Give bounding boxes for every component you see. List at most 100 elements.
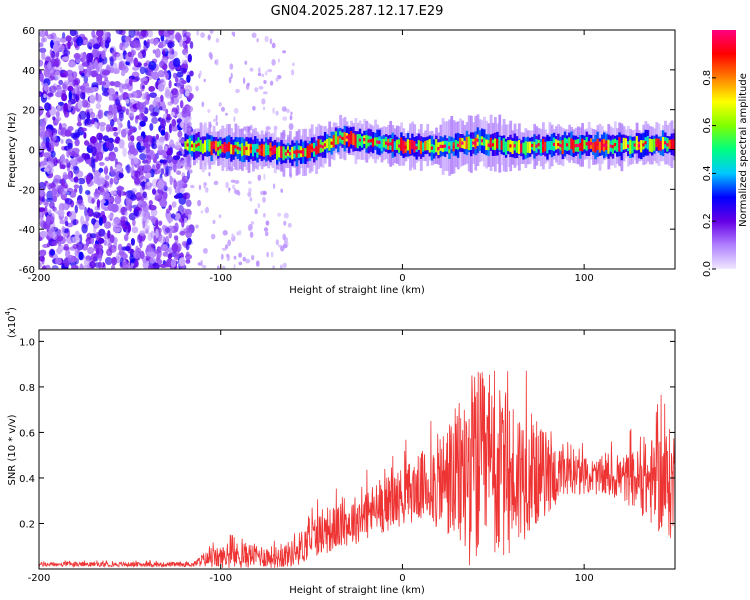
- spectrogram-noise-cell: [174, 222, 179, 233]
- spectrogram-band-peak: [531, 143, 534, 148]
- spectrogram-noise-cell: [146, 30, 154, 38]
- spectrogram-band-peak: [596, 142, 600, 146]
- spectrogram-noise-cell: [130, 238, 135, 246]
- spectrogram-faint-cell: [263, 173, 266, 180]
- spectrogram-noise-cell: [52, 36, 61, 45]
- spectrogram-band-peak: [210, 146, 214, 150]
- x-tick-label: -100: [209, 573, 232, 584]
- spectrogram-noise-cell: [109, 234, 115, 244]
- spectrogram-noise-cell: [165, 208, 170, 214]
- spectrogram-band-peak: [195, 144, 199, 148]
- spectrogram-noise-cell: [52, 43, 59, 53]
- spectrogram-band-peak: [319, 144, 323, 148]
- spectrogram-noise-cell: [171, 201, 177, 208]
- spectrogram-noise-cell: [67, 126, 74, 132]
- spectrogram-noise-cell: [129, 144, 136, 155]
- spectrogram-band-core: [507, 140, 510, 152]
- spectrogram-noise-cell: [186, 251, 190, 257]
- spectrogram-band-peak: [313, 148, 316, 152]
- spectrogram-band-peak: [385, 141, 388, 145]
- spectrogram-noise-cell: [60, 139, 64, 144]
- spectrogram-noise-cell: [60, 73, 66, 78]
- spectrogram-band-core: [402, 140, 406, 154]
- spectrogram-band-peak: [391, 143, 395, 147]
- spectrogram-band-core: [657, 138, 661, 151]
- y-tick-label: -40: [19, 225, 35, 236]
- spectrogram-noise-cell: [160, 168, 165, 175]
- spectrogram-band-core: [317, 139, 321, 154]
- spectrogram-band-peak: [321, 145, 325, 149]
- spectrogram-noise-cell: [57, 104, 61, 110]
- spectrogram-faint-cell: [249, 197, 253, 202]
- spectrogram-noise-cell: [45, 141, 50, 149]
- spectrogram-band-peak: [655, 141, 659, 145]
- spectrogram-noise-cell: [118, 82, 124, 93]
- spectrogram-noise-cell: [64, 220, 69, 227]
- spectrogram-band-peak: [197, 142, 201, 146]
- spectrogram-band-core: [214, 140, 218, 152]
- spectrogram-band-core: [228, 141, 231, 152]
- spectrogram-noise-cell: [109, 81, 116, 87]
- spectrogram-band-peak: [472, 141, 475, 145]
- spectrogram-band-peak: [666, 143, 670, 147]
- spectrogram-noise-cell: [141, 77, 148, 82]
- spectrogram-noise-cell: [174, 212, 181, 221]
- spectrogram-band-core: [409, 140, 412, 154]
- spectrogram-noise-cell: [173, 194, 180, 199]
- spectrogram-band-core: [528, 141, 532, 154]
- spectrogram-band-peak: [461, 141, 465, 145]
- spectrogram-band-core: [282, 146, 286, 161]
- spectrogram-ylabel: Frequency (Hz): [7, 112, 18, 188]
- spectrogram-faint-cell: [257, 174, 262, 181]
- spectrogram-noise-cell: [39, 187, 45, 197]
- spectrogram-noise-cell: [107, 230, 111, 239]
- spectrogram-noise-cell: [171, 143, 176, 149]
- spectrogram-noise-cell: [40, 161, 48, 166]
- spectrogram-band-peak: [297, 150, 301, 154]
- spectrogram-noise-cell: [99, 81, 107, 86]
- snr-frame: [38, 329, 676, 570]
- spectrogram-band-peak: [289, 152, 292, 156]
- spectrogram-noise-cell: [77, 99, 83, 110]
- spectrogram-noise-cell: [39, 128, 46, 138]
- spectrogram-faint-cell: [208, 172, 211, 177]
- spectrogram-faint-cell: [261, 73, 265, 78]
- spectrogram-noise-cell: [151, 142, 155, 149]
- spectrogram-band-peak: [496, 142, 499, 146]
- spectrogram-noise-cell: [91, 146, 97, 157]
- spectrogram-noise-cell: [73, 176, 79, 183]
- spectrogram-faint-cell: [283, 220, 287, 226]
- spectrogram-noise-cell: [83, 258, 91, 266]
- spectrogram-band-peak: [260, 148, 264, 152]
- spectrogram-faint-cell: [254, 208, 258, 215]
- spectrogram-faint-cell: [221, 247, 227, 251]
- snr-series-line: [39, 370, 675, 568]
- spectrogram-faint-cell: [233, 255, 237, 260]
- spectrogram-noise-cell: [152, 188, 156, 195]
- spectrogram-noise-cell: [118, 95, 123, 101]
- spectrogram-noise-cell: [46, 147, 51, 152]
- spectrogram-band-core: [435, 139, 438, 153]
- spectrogram-noise-cell: [179, 86, 186, 95]
- spectrogram-noise-cell: [94, 193, 99, 200]
- spectrogram-noise-cell: [161, 151, 167, 156]
- colorbar-tick-label: 0.8: [702, 70, 713, 86]
- spectrogram-noise-cell: [139, 153, 147, 161]
- spectrogram-noise-cell: [145, 135, 153, 142]
- spectrogram-band-peak: [559, 144, 563, 148]
- spectrogram-noise-cell: [173, 57, 181, 68]
- spectrogram-noise-cell: [96, 199, 101, 208]
- spectrogram-noise-cell: [50, 58, 58, 67]
- spectrogram-band-core: [433, 144, 436, 154]
- spectrogram-noise-cell: [155, 228, 159, 239]
- spectrogram-noise-cell: [162, 251, 169, 257]
- spectrogram-noise-cell: [90, 180, 95, 186]
- spectrogram-noise-cell: [136, 196, 145, 202]
- spectrogram-noise-cell: [149, 123, 154, 131]
- spectrogram-noise-cell: [133, 157, 139, 165]
- spectrogram-noise-cell: [166, 113, 171, 119]
- spectrogram-band-peak: [376, 140, 380, 144]
- snr-multiplier: (x104): [4, 307, 18, 338]
- spectrogram-band-peak: [219, 145, 223, 149]
- spectrogram-band-peak: [330, 141, 334, 145]
